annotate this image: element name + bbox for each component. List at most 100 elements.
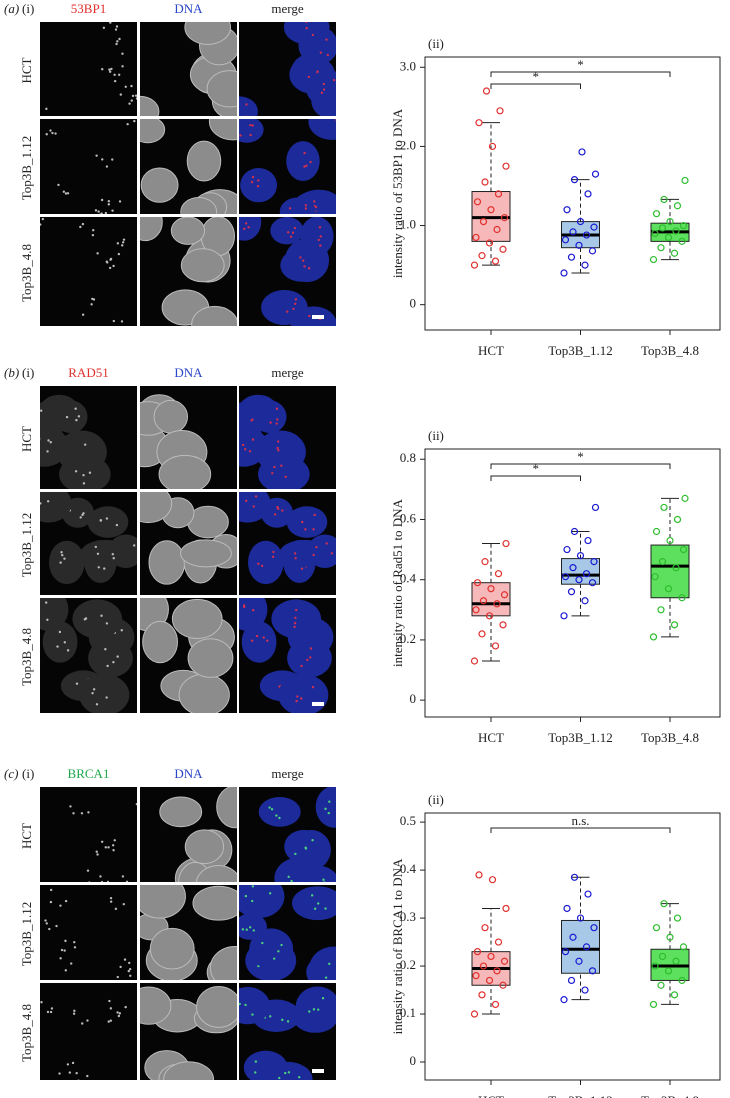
nucleus	[184, 829, 225, 865]
significance-bracket	[490, 71, 671, 77]
focus	[290, 879, 293, 882]
y-tick-label: 0.2	[400, 957, 416, 972]
focus	[273, 957, 276, 960]
focus	[115, 523, 119, 527]
data-point	[670, 621, 679, 629]
focus	[36, 108, 38, 110]
data-point	[502, 904, 510, 913]
focus	[320, 91, 324, 95]
data-point	[472, 972, 480, 980]
focus	[244, 894, 248, 898]
data-point	[567, 588, 576, 596]
micrograph	[140, 885, 237, 980]
data-point	[649, 255, 658, 264]
focus	[116, 1011, 119, 1014]
data-point	[482, 87, 491, 95]
nucleus	[278, 674, 329, 713]
data-point	[666, 933, 674, 941]
x-tick-label: Top3B_1.12	[548, 730, 612, 745]
focus	[286, 310, 289, 313]
focus	[80, 812, 84, 815]
focus	[59, 904, 62, 907]
data-point	[664, 585, 673, 593]
nucleus	[283, 22, 330, 45]
focus	[307, 75, 311, 79]
nucleus	[191, 305, 237, 326]
focus	[307, 267, 311, 270]
focus	[108, 331, 110, 333]
data-point	[481, 178, 489, 186]
focus	[45, 133, 48, 136]
data-point	[590, 924, 598, 932]
focus	[109, 896, 113, 900]
focus	[102, 26, 106, 29]
focus	[36, 423, 38, 425]
focus	[51, 131, 54, 135]
data-point	[470, 657, 479, 665]
focus	[115, 42, 118, 46]
significance-bracket	[490, 463, 671, 469]
y-axis-title: intensity ratio of BRCA1 to DNA	[390, 858, 405, 1034]
focus	[70, 962, 73, 965]
focus	[338, 123, 340, 125]
focus	[338, 115, 340, 117]
focus	[314, 332, 316, 334]
focus	[91, 297, 94, 301]
data-point	[561, 948, 570, 956]
focus	[335, 119, 336, 121]
panel-label: (a)	[4, 1, 19, 16]
nucleus	[306, 70, 336, 107]
focus	[286, 1020, 290, 1023]
focus	[322, 88, 326, 91]
data-point	[670, 991, 679, 999]
focus	[248, 450, 252, 453]
focus	[241, 443, 245, 447]
data-point	[561, 573, 570, 581]
focus	[112, 319, 116, 323]
focus	[100, 614, 103, 617]
focus	[112, 660, 115, 664]
data-point	[660, 900, 668, 908]
focus	[91, 691, 94, 695]
focus	[61, 553, 64, 557]
focus	[96, 552, 100, 555]
focus	[84, 1084, 86, 1086]
nucleus	[180, 196, 218, 214]
focus	[252, 929, 255, 932]
focus	[36, 227, 38, 229]
focus	[56, 645, 59, 648]
focus	[254, 1071, 257, 1074]
plot-frame	[424, 56, 721, 331]
focus	[123, 958, 127, 961]
focus	[32, 107, 34, 109]
focus	[105, 165, 109, 168]
focus	[312, 1008, 316, 1011]
data-point	[499, 981, 507, 989]
focus	[252, 609, 255, 612]
focus	[49, 129, 52, 132]
focus	[245, 499, 248, 503]
data-point	[502, 162, 510, 170]
nucleus	[153, 399, 189, 434]
focus	[317, 238, 320, 242]
focus	[324, 807, 327, 811]
data-point	[673, 202, 682, 210]
focus	[96, 853, 99, 856]
focus	[107, 846, 110, 849]
data-point	[478, 991, 486, 999]
focus	[94, 209, 98, 212]
nucleus	[196, 985, 237, 1028]
data-point	[560, 269, 568, 277]
data-point	[473, 579, 482, 587]
y-tick-label: 1.0	[400, 217, 416, 232]
focus	[127, 969, 131, 973]
focus	[117, 1014, 121, 1018]
data-point	[658, 952, 667, 961]
data-point	[651, 229, 659, 238]
focus	[109, 1007, 113, 1010]
nucleus	[239, 986, 270, 1025]
nucleus	[239, 885, 285, 919]
data-point	[479, 962, 488, 970]
significance-label: *	[577, 57, 584, 72]
focus	[63, 949, 66, 952]
